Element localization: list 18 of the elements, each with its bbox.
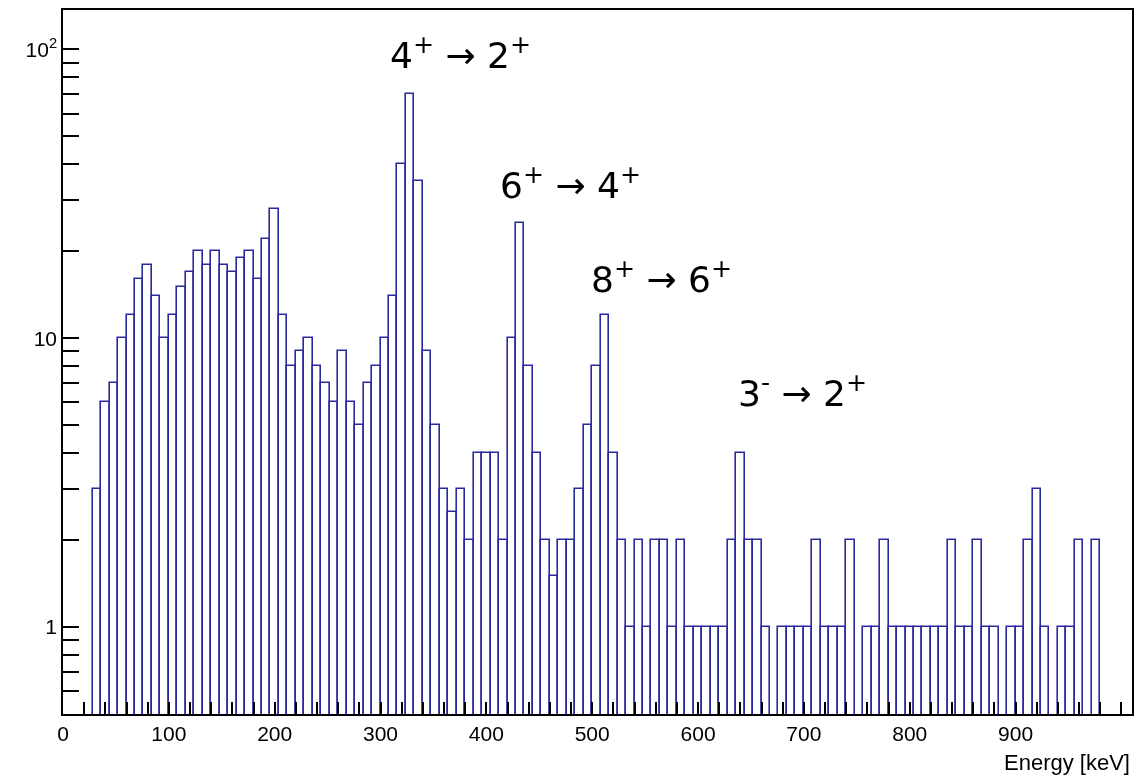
- x-tick-label: 400: [468, 721, 504, 745]
- y-tick-label: 10: [33, 326, 58, 350]
- x-axis-title: Energy [keV]: [1004, 750, 1130, 775]
- annotation: 8$^{+}$ → 6$^{+}$: [591, 254, 733, 301]
- x-tick-label: 800: [892, 721, 928, 745]
- x-tick-label: 900: [998, 721, 1034, 745]
- x-tick-label: 0: [57, 721, 69, 745]
- y-tick-label: 1: [45, 615, 58, 639]
- y-tick-label: 10$^{2}$: [25, 35, 58, 61]
- x-tick-label: 200: [257, 721, 293, 745]
- x-tick-label: 300: [363, 721, 399, 745]
- annotation: 4$^{+}$ → 2$^{+}$: [390, 30, 532, 77]
- x-tick-label: 700: [786, 721, 822, 745]
- x-tick-label: 500: [574, 721, 610, 745]
- x-tick-label: 100: [151, 721, 187, 745]
- annotation: 6$^{+}$ → 4$^{+}$: [500, 160, 642, 207]
- annotation: 3$^{-}$ → 2$^{+}$: [738, 368, 868, 415]
- x-tick-label: 600: [680, 721, 716, 745]
